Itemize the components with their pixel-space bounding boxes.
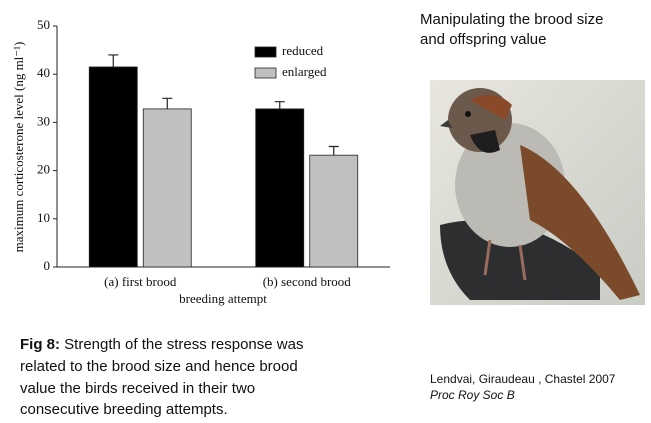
caption-line: consecutive breeding attempts. bbox=[20, 401, 228, 418]
error-bar bbox=[162, 98, 172, 109]
bar bbox=[89, 67, 137, 267]
x-axis-label: breeding attempt bbox=[179, 291, 267, 306]
y-tick-label: 30 bbox=[37, 113, 50, 128]
bar bbox=[256, 109, 304, 267]
y-tick-label: 0 bbox=[44, 258, 51, 273]
error-bar bbox=[275, 102, 285, 109]
legend-label: reduced bbox=[282, 43, 324, 58]
error-bar bbox=[108, 55, 118, 67]
x-tick-label: (b) second brood bbox=[263, 274, 352, 289]
x-tick-label: (a) first brood bbox=[104, 274, 177, 289]
y-tick-label: 20 bbox=[37, 162, 50, 177]
legend-swatch bbox=[255, 47, 276, 57]
legend-swatch bbox=[255, 68, 276, 78]
heading-line: Manipulating the brood size bbox=[420, 11, 603, 28]
y-tick-label: 40 bbox=[37, 65, 50, 80]
heading-line: and offspring value bbox=[420, 31, 546, 48]
caption-line: related to the brood size and hence broo… bbox=[20, 358, 298, 375]
y-tick-label: 10 bbox=[37, 210, 50, 225]
error-bar bbox=[329, 147, 339, 156]
slide-canvas: Manipulating the brood size and offsprin… bbox=[0, 0, 651, 423]
caption-line: value the birds received in their two bbox=[20, 380, 255, 397]
slide: Manipulating the brood size and offsprin… bbox=[0, 0, 651, 423]
legend-label: enlarged bbox=[282, 64, 327, 79]
bar bbox=[143, 109, 191, 267]
bar bbox=[310, 155, 358, 267]
caption-text: Strength of the stress response was bbox=[60, 336, 303, 353]
citation-journal: Proc Roy Soc B bbox=[430, 388, 515, 402]
y-tick-label: 50 bbox=[37, 17, 50, 32]
citation-authors: Lendvai, Giraudeau , Chastel 2007 bbox=[430, 372, 616, 386]
caption-line: Fig 8: Strength of the stress response w… bbox=[20, 336, 303, 353]
sparrow-photo bbox=[430, 80, 645, 305]
caption-label: Fig 8: bbox=[20, 336, 60, 353]
y-axis-label: maximum corticosterone level (ng ml⁻¹) bbox=[11, 42, 26, 253]
